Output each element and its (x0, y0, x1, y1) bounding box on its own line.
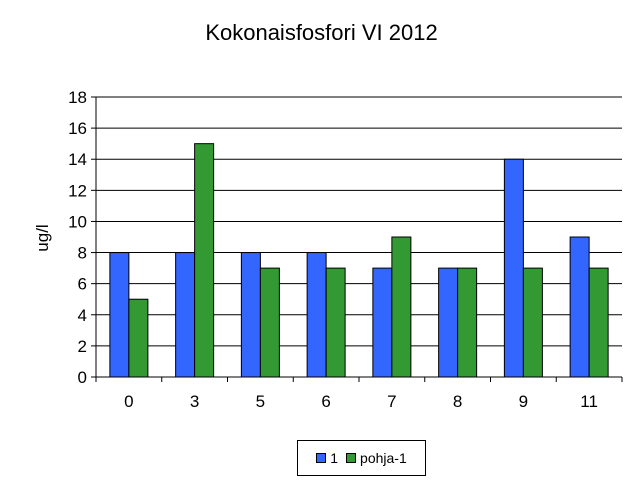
y-tick-label-0: 0 (78, 368, 87, 387)
y-tick-label-14: 14 (68, 150, 87, 169)
y-tick-label-4: 4 (78, 306, 87, 325)
x-axis-ticks: 0 3 5 6 7 8 9 11 (95, 377, 623, 411)
legend-item-series-2: pohja-1 (346, 450, 407, 466)
bar-series-1-cat-5 (240, 252, 261, 378)
y-tick-label-16: 16 (68, 119, 87, 138)
bar-series-2-cat-7 (391, 236, 412, 378)
legend-item-series-1: 1 (316, 450, 338, 466)
bar-series-1-cat-7 (372, 267, 393, 378)
y-tick-label-12: 12 (68, 181, 87, 200)
bar-series-2-cat-11 (588, 267, 609, 378)
x-tick-label-6: 6 (321, 392, 330, 411)
y-tick-label-6: 6 (78, 275, 87, 294)
legend-swatch-series-2 (346, 453, 357, 463)
bar-series-1-cat-8 (438, 267, 459, 378)
y-tick-label-8: 8 (78, 244, 87, 263)
y-axis-ticks: 0 2 4 6 8 10 12 14 16 18 (68, 88, 96, 387)
x-tick-label-5: 5 (256, 392, 265, 411)
x-tick-label-9: 9 (519, 392, 528, 411)
bar-series-2-cat-3 (194, 143, 215, 378)
x-tick-label-11: 11 (580, 392, 598, 411)
bar-series-1-cat-3 (175, 252, 196, 378)
bar-series-1-cat-0 (109, 252, 130, 378)
y-axis-label: ug/l (33, 224, 52, 251)
x-tick-label-7: 7 (387, 392, 396, 411)
gridlines (96, 96, 622, 347)
x-tick-label-8: 8 (453, 392, 462, 411)
bar-series-1-cat-11 (569, 236, 590, 378)
x-tick-label-3: 3 (190, 392, 199, 411)
bars (109, 143, 609, 378)
y-tick-label-2: 2 (78, 337, 87, 356)
bar-series-2-cat-0 (128, 298, 149, 378)
bar-series-2-cat-5 (259, 267, 280, 378)
legend-label-series-1: 1 (330, 450, 339, 466)
bar-series-2-cat-9 (522, 267, 543, 378)
y-tick-label-10: 10 (68, 212, 87, 231)
legend: 1 pohja-1 (297, 440, 426, 476)
chart-title: Kokonaisfosfori VI 2012 (205, 20, 438, 45)
bar-series-2-cat-8 (457, 267, 478, 378)
x-tick-label-0: 0 (124, 392, 133, 411)
legend-label-series-2: pohja-1 (360, 450, 407, 466)
bar-series-2-cat-6 (325, 267, 346, 378)
bar-series-1-cat-9 (503, 158, 524, 378)
bar-series-1-cat-6 (306, 252, 327, 378)
y-tick-label-18: 18 (68, 88, 87, 107)
legend-swatch-series-1 (316, 453, 327, 463)
